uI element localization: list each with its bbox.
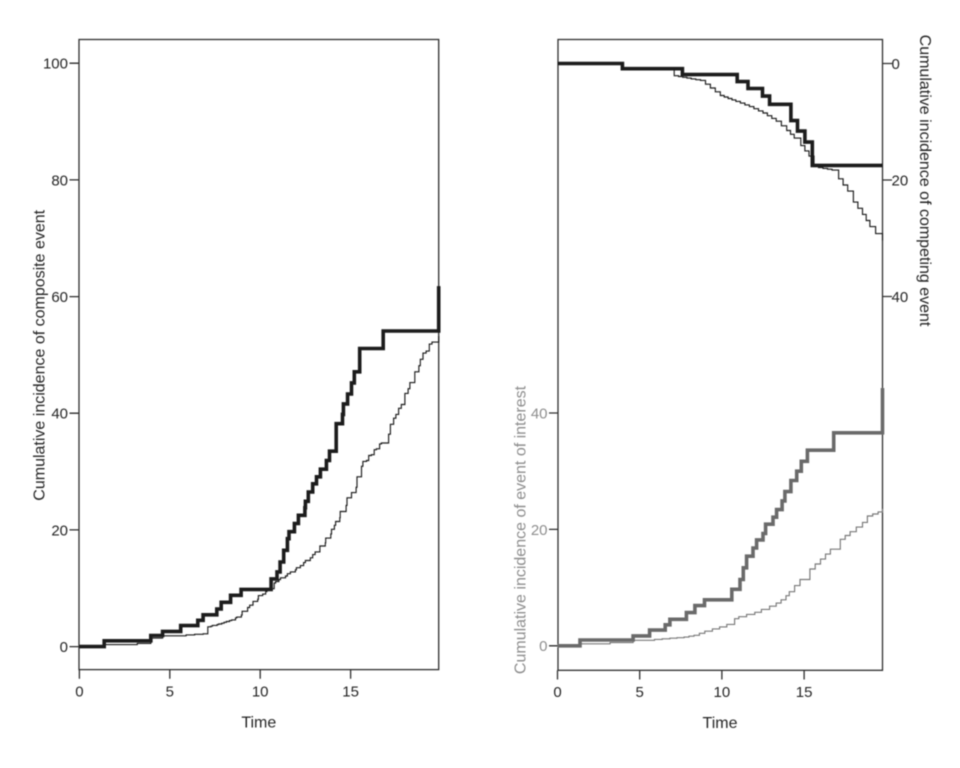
- svg-text:100: 100: [43, 56, 68, 73]
- svg-text:Cumulative incidence of compos: Cumulative incidence of composite event: [32, 209, 49, 500]
- svg-text:40: 40: [51, 406, 68, 423]
- svg-text:5: 5: [166, 683, 174, 700]
- svg-text:15: 15: [342, 683, 359, 700]
- svg-text:80: 80: [51, 172, 68, 189]
- svg-text:0: 0: [892, 56, 900, 73]
- svg-text:Time: Time: [241, 715, 276, 732]
- svg-text:0: 0: [553, 684, 561, 701]
- svg-text:Cumulative incidence of event: Cumulative incidence of event of interes…: [512, 385, 529, 674]
- svg-text:0: 0: [539, 638, 547, 655]
- svg-text:Time: Time: [703, 715, 738, 732]
- svg-text:20: 20: [51, 522, 68, 539]
- svg-text:0: 0: [75, 683, 83, 700]
- svg-text:20: 20: [531, 522, 548, 539]
- svg-text:10: 10: [714, 684, 731, 701]
- svg-text:40: 40: [531, 405, 548, 422]
- svg-text:Cumulative incidence of compet: Cumulative incidence of competing event: [916, 35, 933, 327]
- svg-text:0: 0: [60, 639, 68, 656]
- svg-text:60: 60: [51, 289, 68, 306]
- svg-text:10: 10: [252, 683, 269, 700]
- svg-text:40: 40: [892, 289, 909, 306]
- svg-text:15: 15: [796, 684, 813, 701]
- svg-text:20: 20: [892, 172, 909, 189]
- svg-text:5: 5: [636, 684, 644, 701]
